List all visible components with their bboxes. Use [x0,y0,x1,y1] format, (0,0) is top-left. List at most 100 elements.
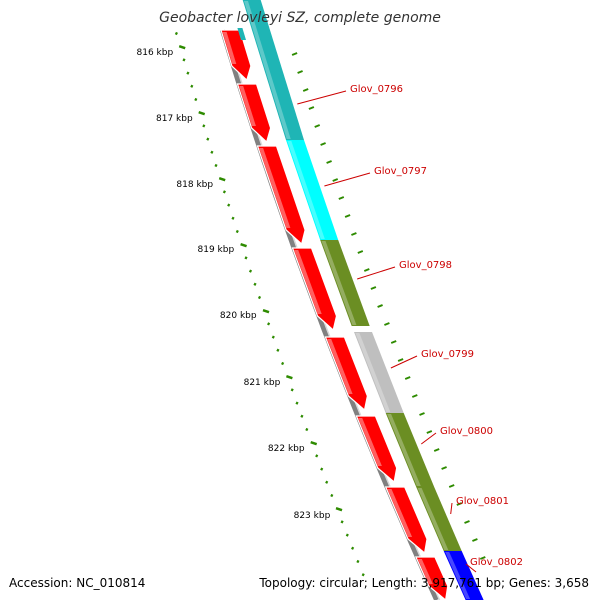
gene-leader-line [465,563,477,573]
outer-ring-tick [390,340,397,344]
ruler-tick-label: 816 kbp [137,48,174,58]
gene-label: Glov_0798 [399,260,452,271]
ruler-minor-tick [315,454,319,458]
outer-ring-tick [332,178,339,182]
ruler-minor-tick [190,84,194,88]
outer-ring-tick [326,160,332,164]
ruler-minor-tick [295,401,299,405]
ruler-minor-tick [345,533,349,537]
ring-edge-segment [237,28,246,40]
ruler-major-tick [310,441,318,446]
ruler-major-tick [262,309,270,314]
ruler-tick-label: 819 kbp [198,245,235,255]
ruler-minor-tick [174,31,178,36]
ruler-tick-label: 821 kbp [244,378,281,388]
gene-category-shine [321,241,357,325]
outer-ring-tick [472,538,478,542]
outer-ring-tick [308,106,315,110]
map-title: Geobacter lovleyi SZ, complete genome [159,10,441,26]
ruler-layer: 816 kbp 817 kbp 818 kbp 819 kbp 820 kbp 821 k… [137,31,486,577]
outer-ring-tick [338,196,345,200]
ruler-minor-tick [257,295,262,300]
ruler-minor-tick [214,163,218,168]
gene-category-segment [320,240,370,326]
gene-leader-line [421,432,437,445]
outer-ring-tick [397,358,404,362]
outer-ring-tick [419,412,425,416]
outer-ring-tick [291,52,298,56]
ruler-minor-tick [244,256,248,260]
gene-track-layer [220,0,484,600]
ruler-minor-tick [276,348,280,352]
outer-ring-tick [344,214,351,218]
gene-category-segment [354,332,404,413]
ruler-minor-tick [330,493,334,498]
gene-category-shine [355,333,391,412]
gene-category-segment [286,140,339,240]
ruler-minor-tick [210,150,214,154]
ruler-minor-tick [202,124,206,128]
outer-ring-tick [302,88,309,92]
cds-arrow-shine [259,148,291,228]
ruler-tick-label: 820 kbp [220,311,257,321]
ruler-minor-tick [186,71,190,75]
ruler-minor-tick [305,427,309,432]
gene-category-segment [242,0,304,140]
cds-arrow-shine [222,32,237,64]
gene-category-shine [387,414,421,486]
gene-label: Glov_0801 [456,496,509,507]
outer-ring-tick [441,466,447,470]
outer-ring-tick [456,502,463,506]
gene-leader-line [357,266,396,280]
cds-arrow-shine [387,489,413,537]
outer-ring-tick [433,448,440,452]
cds-arrow-shine [294,250,322,314]
ruler-minor-tick [248,269,253,273]
outer-ring-tick [426,430,433,434]
ruler-minor-tick [271,335,275,339]
outer-ring-tick [404,376,411,380]
ruler-minor-tick [235,229,239,234]
ruler-minor-tick [194,97,198,102]
outer-ring-tick [464,520,470,524]
gene-label: Glov_0799 [421,349,474,360]
outer-ring-tick [314,124,321,128]
outer-ring-tick [297,70,303,74]
cds-arrow-shine [327,339,353,394]
ruler-minor-tick [356,559,360,564]
ruler-minor-tick [222,190,226,194]
ruler-minor-tick [227,203,231,207]
cds-arrow-shine [417,559,433,584]
ruler-tick-label: 822 kbp [268,444,305,454]
ruler-minor-tick [231,216,235,220]
ruler-minor-tick [300,414,304,418]
accession-text: Accession: NC_010814 [9,576,145,590]
gene-category-shine [287,141,325,239]
ruler-tick-label: 817 kbp [156,114,193,124]
ruler-tick-label: 823 kbp [294,511,331,521]
ruler-minor-tick [320,467,324,471]
gene-category-segment [385,413,435,487]
ruler-minor-tick [206,137,210,141]
outer-ring-tick [479,556,486,560]
outer-ring-tick [320,142,326,146]
gene-category-shine [417,488,449,550]
cds-arrow-shine [239,86,256,126]
topology-text: Topology: circular; Length: 3,917,761 bp… [258,576,589,590]
outer-ring-tick [370,286,377,290]
outer-ring-tick [363,268,370,272]
ruler-major-tick [286,375,293,380]
ruler-major-tick [198,111,206,116]
ruler-minor-tick [325,480,329,484]
ruler-minor-tick [351,546,355,550]
ruler-minor-tick [253,282,257,286]
gene-label: Glov_0800 [440,426,493,437]
gene-label: Glov_0797 [374,166,427,177]
gene-category-shine [244,1,291,139]
gene-label: Glov_0796 [350,84,403,95]
gene-category-segment [416,487,462,551]
cds-arrow-shine [358,418,382,466]
ruler-minor-tick [267,322,271,326]
